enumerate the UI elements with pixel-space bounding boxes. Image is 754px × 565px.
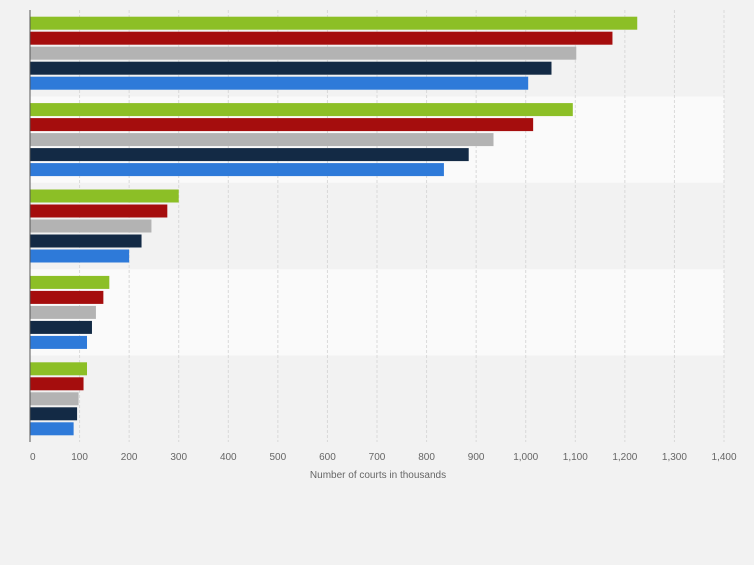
bar[interactable] [30,118,534,132]
category-band [30,355,724,442]
x-tick-label: 600 [319,452,336,463]
bar[interactable] [30,392,79,406]
bar[interactable] [30,249,130,263]
bar[interactable] [30,335,88,349]
bar[interactable] [30,362,88,376]
bar[interactable] [30,377,84,391]
x-tick-labels: 0 100 200 300 400 500 600 700 800 900 1,000 1,100 1,… [30,452,737,463]
bar[interactable] [30,103,573,117]
bar[interactable] [30,407,78,421]
bar[interactable] [30,234,142,248]
bar[interactable] [30,290,104,304]
x-tick-label: 800 [418,452,435,463]
bar[interactable] [30,320,92,334]
x-tick-label: 1,100 [563,452,588,463]
x-tick-label: 400 [220,452,237,463]
x-tick-label: 1,000 [513,452,538,463]
x-tick-label: 500 [270,452,287,463]
bar[interactable] [30,275,110,289]
bar[interactable] [30,189,179,203]
bar[interactable] [30,61,552,75]
x-tick-label: 100 [71,452,88,463]
x-tick-label: 1,200 [612,452,637,463]
bar[interactable] [30,16,638,30]
bar[interactable] [30,422,74,436]
x-tick-label: 300 [170,452,187,463]
bar[interactable] [30,219,152,233]
bar[interactable] [30,148,469,162]
bar[interactable] [30,46,577,60]
bar[interactable] [30,76,529,90]
x-axis-title: Number of courts in thousands [310,470,446,481]
x-tick-label: 200 [121,452,138,463]
x-tick-label: 0 [30,452,36,463]
bar[interactable] [30,133,494,147]
bar[interactable] [30,305,96,319]
x-tick-label: 1,300 [662,452,687,463]
x-tick-label: 1,400 [711,452,736,463]
bar[interactable] [30,31,613,45]
bars-group [30,16,638,436]
x-tick-label: 700 [369,452,386,463]
bar[interactable] [30,163,444,177]
x-tick-label: 900 [468,452,485,463]
bar[interactable] [30,204,168,218]
